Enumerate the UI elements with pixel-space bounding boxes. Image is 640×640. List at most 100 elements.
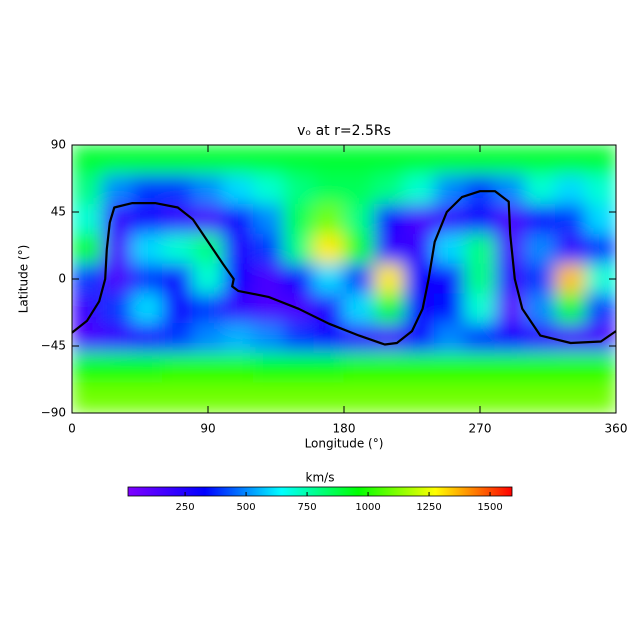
heatmap-cell (555, 323, 587, 354)
heatmap-cell (494, 263, 526, 295)
heatmap-cell (101, 352, 133, 384)
heatmap-cell (192, 233, 224, 265)
heatmap-cell (131, 145, 164, 176)
colorbar-label: km/s (306, 471, 335, 485)
heatmap-cell (464, 174, 496, 206)
heatmap-cell (72, 323, 103, 354)
heatmap-cell (373, 382, 405, 413)
heatmap-cell (222, 382, 254, 413)
heatmap-cell (434, 352, 466, 384)
heatmap-cell (162, 174, 194, 206)
heatmap-cell (252, 174, 285, 206)
heatmap-cell (283, 382, 315, 413)
y-tick-label: −45 (41, 339, 66, 353)
heatmap-cell (555, 382, 587, 413)
heatmap-cell (464, 352, 496, 384)
heatmap-cell (131, 293, 164, 325)
heatmap-cell (494, 145, 526, 176)
heatmap-cell (162, 263, 194, 295)
heatmap-cells (72, 145, 616, 413)
heatmap-cell (585, 382, 616, 413)
colorbar-tick-label: 250 (176, 502, 195, 513)
y-tick-label: 0 (58, 272, 66, 286)
heatmap-cell (162, 145, 194, 176)
heatmap-cell (555, 293, 587, 325)
heatmap-cell (162, 293, 194, 325)
heatmap-cell (434, 174, 466, 206)
heatmap-cell (101, 293, 133, 325)
heatmap-cell (283, 145, 315, 176)
heatmap-cell (313, 382, 345, 413)
heatmap-cell (252, 204, 285, 235)
y-axis-label: Latitude (°) (17, 245, 31, 314)
colorbar-tick-label: 1250 (416, 502, 441, 513)
heatmap-cell (464, 263, 496, 295)
heatmap (72, 145, 616, 413)
heatmap-cell (585, 145, 616, 176)
heatmap-cell (162, 204, 194, 235)
heatmap-cell (313, 233, 345, 265)
heatmap-cell (101, 204, 133, 235)
heatmap-cell (283, 174, 315, 206)
heatmap-cell (283, 263, 315, 295)
heatmap-cell (585, 352, 616, 384)
heatmap-cell (464, 293, 496, 325)
heatmap-cell (403, 233, 436, 265)
heatmap-cell (252, 263, 285, 295)
heatmap-cell (72, 145, 103, 176)
heatmap-cell (162, 233, 194, 265)
heatmap-cell (434, 233, 466, 265)
heatmap-cell (222, 323, 254, 354)
heatmap-cell (162, 323, 194, 354)
heatmap-cell (343, 293, 375, 325)
heatmap-cell (494, 323, 526, 354)
heatmap-cell (252, 352, 285, 384)
colorbar-tick-label: 750 (298, 502, 317, 513)
heatmap-cell (252, 145, 285, 176)
heatmap-cell (162, 382, 194, 413)
heatmap-cell (222, 204, 254, 235)
heatmap-cell (313, 352, 345, 384)
y-tick-label: 90 (51, 138, 66, 152)
heatmap-cell (343, 382, 375, 413)
heatmap-cell (403, 293, 436, 325)
colorbar (127, 486, 513, 497)
heatmap-cell (343, 352, 375, 384)
heatmap-cell (524, 382, 557, 413)
heatmap-cell (555, 263, 587, 295)
heatmap-cell (524, 233, 557, 265)
heatmap-cell (555, 352, 587, 384)
colorbar-tick-label: 1000 (355, 502, 380, 513)
heatmap-cell (222, 293, 254, 325)
chart-title: vₒ at r=2.5Rs (297, 123, 391, 139)
heatmap-cell (373, 233, 405, 265)
heatmap-cell (373, 293, 405, 325)
heatmap-cell (222, 145, 254, 176)
heatmap-cell (434, 263, 466, 295)
heatmap-cell (373, 145, 405, 176)
heatmap-cell (343, 204, 375, 235)
heatmap-cell (373, 263, 405, 295)
heatmap-cell (555, 204, 587, 235)
heatmap-cell (585, 293, 616, 325)
heatmap-cell (252, 293, 285, 325)
heatmap-cell (434, 293, 466, 325)
heatmap-cell (403, 145, 436, 176)
heatmap-cell (434, 382, 466, 413)
heatmap-cell (222, 233, 254, 265)
heatmap-cell (555, 174, 587, 206)
heatmap-cell (373, 204, 405, 235)
heatmap-cell (494, 382, 526, 413)
heatmap-cell (403, 204, 436, 235)
heatmap-cell (101, 263, 133, 295)
heatmap-cell (313, 145, 345, 176)
heatmap-cell (283, 204, 315, 235)
heatmap-cell (72, 204, 103, 235)
y-tick-label: −90 (41, 406, 66, 420)
heatmap-cell (101, 174, 133, 206)
heatmap-cell (494, 352, 526, 384)
heatmap-cell (131, 174, 164, 206)
x-tick-label: 360 (605, 422, 628, 436)
heatmap-cell (585, 233, 616, 265)
heatmap-cell (524, 263, 557, 295)
